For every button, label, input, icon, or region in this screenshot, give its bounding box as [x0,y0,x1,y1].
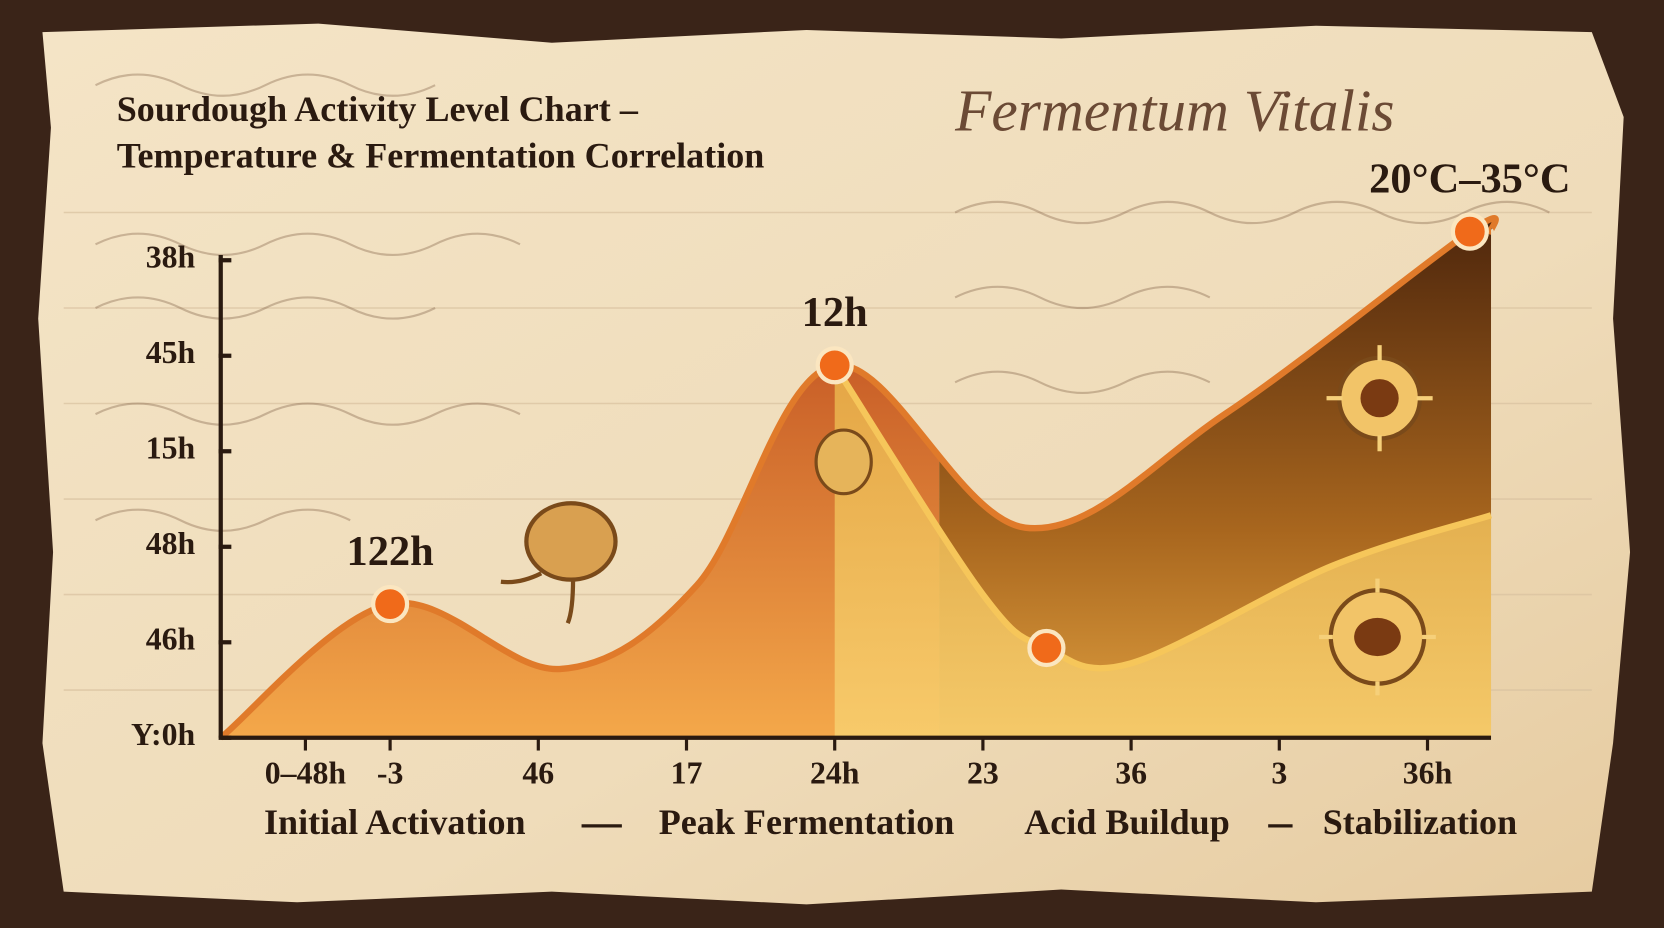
y-tick-label: 15h [146,431,196,466]
phase-label: Peak Fermentation [659,802,955,842]
chart-title: Temperature & Fermentation Correlation [117,136,765,176]
x-tick-label: 3 [1271,755,1287,790]
x-tick-label: 36 [1115,755,1147,790]
chart-title: Sourdough Activity Level Chart – [117,89,639,129]
point-label: 12h [802,289,868,336]
phase-label: Acid Buildup [1024,802,1230,842]
y-tick-label: 45h [146,335,196,370]
phase-label: Initial Activation [264,802,526,842]
marker [1027,628,1066,668]
y-tick-label: 38h [146,240,196,275]
y-tick-label: 46h [146,622,196,657]
y-tick-label: 48h [146,526,196,561]
line [832,363,1492,672]
phase-label: Stabilization [1323,802,1517,842]
point-label: 122h [346,528,433,575]
area [834,365,1492,738]
scribbles [95,73,1550,532]
x-tick-label: 17 [671,755,703,790]
subtitle: Fermentum Vitalis [954,78,1394,144]
marker [815,346,854,385]
x-tick-label: 46 [522,755,554,790]
x-tick-label: 0–48h [265,755,347,790]
x-tick-label: 36h [1403,755,1453,790]
y-tick-label: Y:0h [131,717,196,752]
marker [1450,212,1489,251]
x-tick-label: 23 [967,755,999,790]
area [220,365,940,738]
x-tick-label: -3 [377,755,404,790]
x-tick-label: 24h [810,755,860,790]
microbes [500,345,1436,696]
point-label: 20°C–35°C [1369,156,1570,203]
marker [371,584,410,624]
